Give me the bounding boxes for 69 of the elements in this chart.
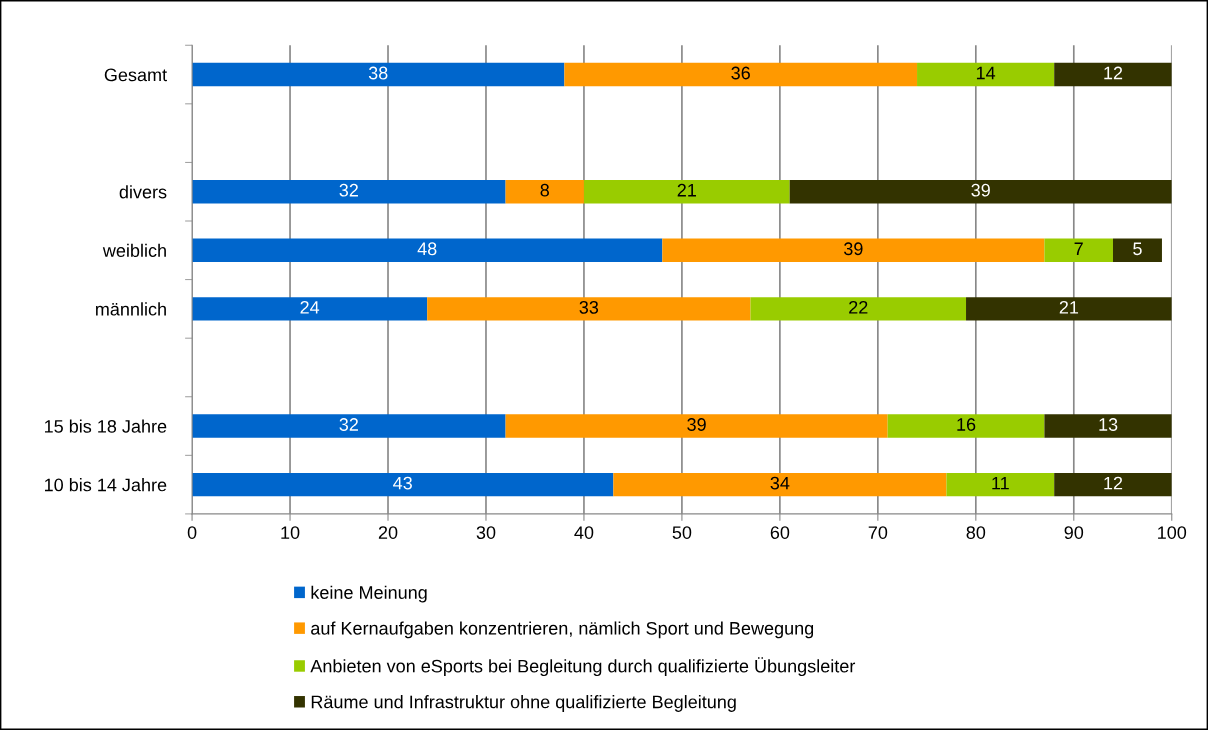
bar bbox=[192, 472, 614, 497]
data-label: 24 bbox=[300, 300, 320, 314]
data-label: 34 bbox=[770, 476, 790, 490]
x-tick-label: 10 bbox=[281, 526, 300, 539]
bar bbox=[505, 180, 584, 204]
bar bbox=[662, 238, 1045, 263]
bar bbox=[192, 180, 506, 204]
bar bbox=[505, 414, 888, 438]
bar bbox=[1112, 238, 1162, 263]
x-tick-label: 100 bbox=[1158, 526, 1187, 539]
bar bbox=[1044, 238, 1113, 263]
x-tick-label: 0 bbox=[187, 526, 197, 539]
bar bbox=[583, 180, 790, 204]
data-label: 43 bbox=[393, 476, 412, 490]
bar bbox=[750, 297, 967, 321]
bar bbox=[1054, 472, 1172, 497]
y-tick-label: 10 bis 14 Jahre bbox=[45, 478, 167, 492]
y-tick-label: Gesamt bbox=[104, 68, 167, 82]
data-label: 21 bbox=[677, 183, 696, 197]
data-label: 12 bbox=[1104, 476, 1123, 490]
y-tick-label: weiblich bbox=[102, 243, 166, 258]
data-label: 21 bbox=[1059, 300, 1079, 314]
bar bbox=[966, 297, 1172, 321]
x-tick-label: 50 bbox=[672, 526, 692, 539]
data-label: 39 bbox=[971, 183, 990, 197]
bar bbox=[613, 472, 947, 497]
data-label: 32 bbox=[339, 183, 358, 197]
data-label: 39 bbox=[687, 418, 706, 431]
bar bbox=[917, 62, 1055, 87]
x-tick-label: 90 bbox=[1064, 526, 1084, 539]
x-tick-label: 80 bbox=[966, 526, 986, 539]
y-tick-label: männlich bbox=[96, 302, 166, 316]
legend-label: Räume und Infrastruktur ohne qualifizierte Begleitung bbox=[311, 695, 736, 712]
data-label: 38 bbox=[368, 66, 388, 80]
bar bbox=[1044, 414, 1172, 438]
bar bbox=[887, 414, 1045, 438]
bar bbox=[427, 297, 751, 321]
x-tick-label: 70 bbox=[868, 526, 888, 539]
bar bbox=[192, 62, 565, 87]
bar bbox=[192, 297, 428, 321]
data-label: 7 bbox=[1074, 242, 1083, 255]
data-label: 39 bbox=[844, 242, 863, 256]
x-tick-label: 40 bbox=[574, 526, 594, 539]
data-label: 48 bbox=[417, 242, 437, 256]
x-tick-label: 60 bbox=[770, 526, 790, 539]
x-tick-label: 20 bbox=[378, 526, 398, 539]
bar bbox=[789, 180, 1172, 204]
data-label: 33 bbox=[579, 300, 599, 314]
data-label: 32 bbox=[339, 418, 358, 431]
data-label: 11 bbox=[992, 476, 1009, 490]
legend-label: auf Kernaufgaben konzentrieren, nämlich Sport und Bewegung bbox=[311, 621, 814, 639]
y-tick-label: divers bbox=[119, 185, 167, 199]
bar bbox=[564, 62, 918, 87]
legend-label: Anbieten von eSports bei Begleitung durch qualifizierte Übungsleiter bbox=[310, 657, 856, 677]
data-label: 12 bbox=[1104, 66, 1123, 80]
data-label: 5 bbox=[1133, 242, 1142, 256]
bar bbox=[192, 238, 663, 263]
bar bbox=[946, 472, 1055, 497]
legend-label: keine Meinung bbox=[311, 585, 427, 603]
data-label: 16 bbox=[957, 418, 976, 431]
data-label: 13 bbox=[1099, 418, 1118, 431]
data-label: 8 bbox=[540, 183, 549, 197]
bar bbox=[1054, 62, 1172, 87]
bar bbox=[192, 414, 506, 438]
data-label: 14 bbox=[976, 66, 996, 80]
y-tick-label: 15 bis 18 Jahre bbox=[45, 419, 167, 433]
data-label: 36 bbox=[731, 66, 750, 80]
x-tick-label: 30 bbox=[476, 526, 496, 539]
data-label: 22 bbox=[849, 300, 868, 314]
